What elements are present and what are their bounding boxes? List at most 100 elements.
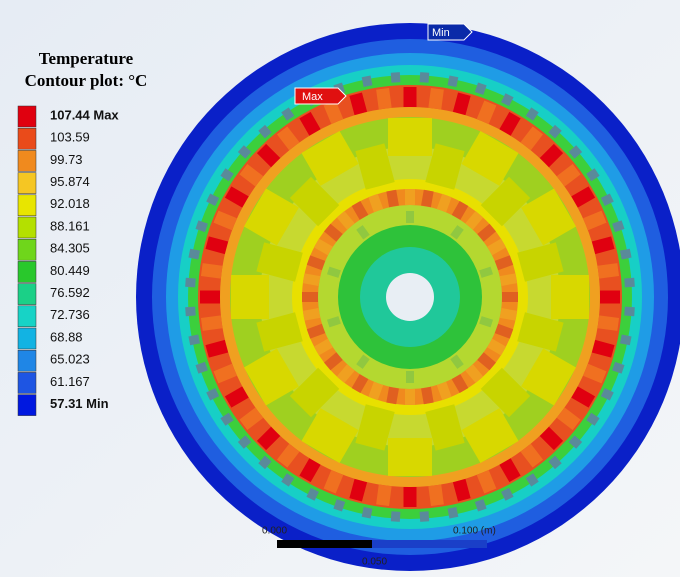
slot — [474, 82, 487, 95]
slot — [436, 193, 452, 213]
legend-label: 103.59 — [50, 130, 90, 145]
slot — [525, 473, 539, 487]
slot — [361, 506, 373, 519]
slot — [336, 364, 355, 383]
slot — [200, 315, 223, 331]
slot — [479, 266, 494, 278]
motor-contour — [136, 23, 680, 571]
slot — [406, 211, 414, 223]
slot — [306, 487, 319, 501]
slot — [200, 263, 223, 279]
slot — [351, 200, 369, 220]
slot — [451, 374, 469, 394]
legend-label: 72.736 — [50, 307, 90, 322]
slot — [302, 308, 321, 321]
slot — [333, 499, 346, 512]
slot — [302, 292, 318, 302]
slot — [499, 458, 521, 483]
max-marker: Max — [294, 87, 347, 105]
slot — [213, 363, 237, 384]
slot — [239, 164, 264, 187]
slot — [349, 92, 368, 116]
legend-swatch — [17, 150, 37, 172]
slot — [597, 315, 620, 331]
legend-swatch — [17, 394, 37, 416]
slot — [405, 189, 415, 205]
slot — [452, 92, 471, 116]
slot — [356, 354, 370, 369]
slot — [256, 242, 303, 282]
slot — [195, 361, 208, 374]
scale-label: 0.100 (m) — [453, 526, 496, 537]
slot — [220, 168, 234, 182]
legend-swatch — [17, 105, 37, 128]
slot — [258, 455, 272, 470]
legend-swatch — [17, 305, 37, 328]
slot — [539, 426, 564, 451]
slot — [349, 478, 368, 502]
slot — [277, 126, 300, 151]
slot — [476, 100, 497, 124]
slot — [556, 407, 581, 430]
slot — [520, 126, 543, 151]
legend: Temperature Contour plot: °C 107.44 Max 1… — [17, 49, 148, 416]
slot — [556, 164, 581, 187]
slot — [243, 348, 299, 406]
slot — [405, 389, 415, 405]
slot — [520, 443, 543, 468]
slot — [571, 386, 596, 408]
slot — [301, 130, 359, 186]
slot — [451, 200, 469, 220]
legend-swatch — [17, 372, 37, 394]
slot — [324, 223, 343, 242]
slot — [494, 255, 514, 271]
slot — [323, 100, 344, 124]
slot — [306, 323, 326, 339]
slot — [436, 381, 452, 401]
slot — [539, 143, 564, 168]
slot — [583, 210, 607, 231]
slot — [205, 339, 229, 358]
slot — [461, 130, 519, 186]
slot — [479, 316, 494, 328]
slot — [281, 473, 295, 487]
slot — [200, 290, 220, 304]
slot — [499, 111, 521, 136]
slot — [447, 506, 459, 519]
slot — [521, 188, 577, 246]
slot — [355, 404, 395, 451]
slot — [301, 408, 359, 464]
slot — [600, 290, 620, 304]
legend-label: 88.161 — [50, 218, 90, 233]
slot — [465, 364, 484, 383]
slot — [525, 107, 539, 121]
legend-label: 65.023 — [50, 352, 90, 367]
slot — [390, 72, 401, 83]
slot — [452, 478, 471, 502]
slot — [421, 189, 434, 208]
slot — [548, 124, 562, 139]
slot — [600, 193, 614, 206]
slot — [494, 323, 514, 339]
slot — [477, 223, 496, 242]
slot — [487, 338, 507, 356]
slot — [450, 354, 464, 369]
slot — [220, 412, 234, 426]
legend-label: 76.592 — [50, 285, 90, 300]
slot — [502, 292, 518, 302]
slot — [624, 306, 635, 317]
slot — [289, 367, 340, 418]
slot — [428, 87, 444, 110]
legend-title: Contour plot: °C — [25, 71, 148, 90]
legend-swatch — [17, 283, 37, 305]
slot — [521, 348, 577, 406]
slot — [499, 308, 518, 321]
legend-swatch — [17, 261, 37, 283]
slot — [461, 408, 519, 464]
slot — [474, 499, 487, 512]
legend-label: 107.44 Max — [50, 107, 119, 122]
slot — [425, 404, 465, 451]
slot — [299, 458, 321, 483]
slot — [324, 352, 343, 371]
slot — [313, 238, 333, 256]
